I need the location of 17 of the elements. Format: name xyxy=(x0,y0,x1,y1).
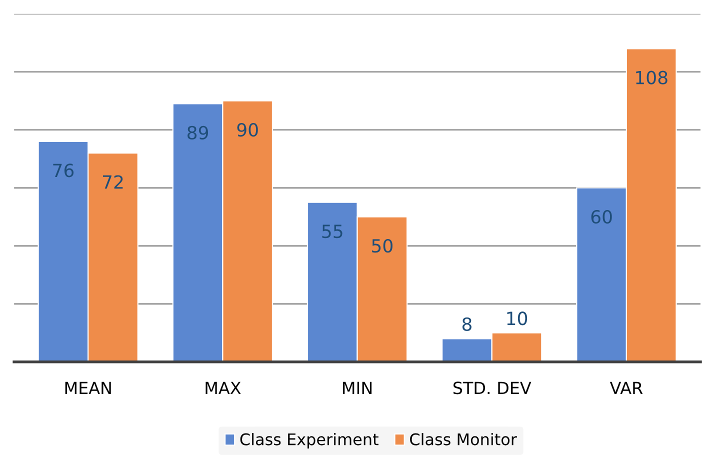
legend-label: Class Monitor xyxy=(410,432,517,446)
data-label: 89 xyxy=(188,126,208,140)
legend-label: Class Experiment xyxy=(240,432,378,448)
data-label: 60 xyxy=(591,210,612,224)
data-label: 76 xyxy=(53,164,74,178)
data-label: 8 xyxy=(462,317,472,332)
data-label: 10 xyxy=(507,312,528,326)
data-label: 50 xyxy=(372,239,392,253)
x-tick-label: STD. DEV xyxy=(453,382,532,394)
data-label: 108 xyxy=(636,70,668,84)
data-label: 90 xyxy=(237,122,258,137)
x-tick-label: MIN xyxy=(343,382,372,394)
data-label: 72 xyxy=(102,175,123,189)
data-label: 55 xyxy=(322,224,342,238)
x-tick-label: VAR xyxy=(610,382,643,394)
x-tick-label: MEAN xyxy=(65,382,111,394)
x-tick-label: MAX xyxy=(206,382,241,394)
